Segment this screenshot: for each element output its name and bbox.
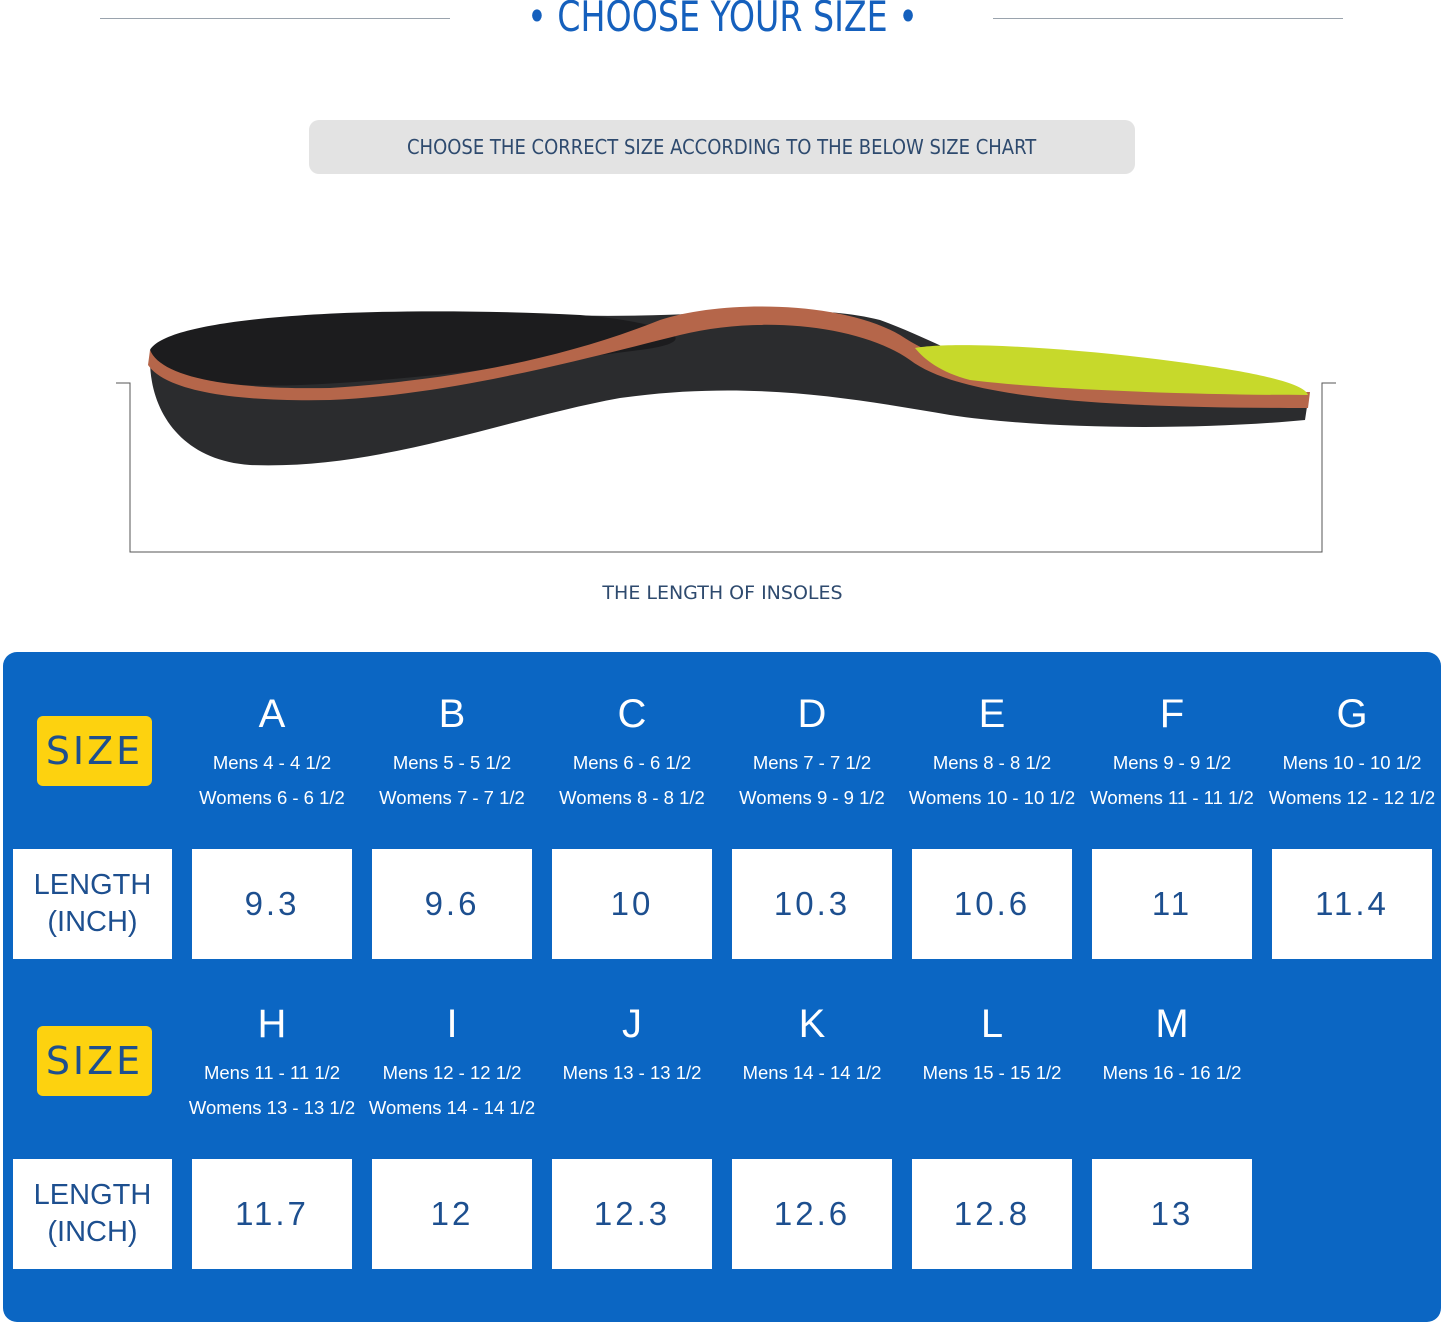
- length-value-cell: 12.8: [912, 1159, 1072, 1269]
- length-value-cell: 12: [372, 1159, 532, 1269]
- length-value-cell: 10.3: [732, 849, 892, 959]
- mens-size-range: Mens 7 - 7 1/2: [752, 752, 872, 773]
- mens-size-range: Mens 10 - 10 1/2: [1282, 752, 1422, 773]
- title-divider-left: [100, 18, 450, 19]
- subtitle-banner: CHOOSE THE CORRECT SIZE ACCORDING TO THE…: [309, 120, 1135, 174]
- length-value-cell: 11.4: [1272, 849, 1432, 959]
- womens-size-range: Womens 8 - 8 1/2: [559, 787, 705, 808]
- size-letter: D: [797, 692, 827, 736]
- length-value-cell: 10: [552, 849, 712, 959]
- length-inch-label: LENGTH (INCH): [13, 1159, 172, 1269]
- length-label-line: (INCH): [47, 906, 138, 938]
- size-letter: F: [1159, 692, 1185, 736]
- length-value-cell: 11.7: [192, 1159, 352, 1269]
- length-label-line: LENGTH: [33, 869, 152, 901]
- length-value-cell: 10.6: [912, 849, 1072, 959]
- title-divider-right: [993, 18, 1343, 19]
- size-letter: M: [1155, 1002, 1189, 1046]
- length-value-cell: 9.3: [192, 849, 352, 959]
- womens-size-range: Womens 7 - 7 1/2: [379, 787, 525, 808]
- length-inch-label: LENGTH (INCH): [13, 849, 172, 959]
- insole-yellow-forefoot: [915, 345, 1308, 395]
- womens-size-range: Womens 6 - 6 1/2: [199, 787, 345, 808]
- size-letter: A: [258, 692, 286, 736]
- mens-size-range: Mens 15 - 15 1/2: [922, 1062, 1062, 1083]
- mens-size-range: Mens 4 - 4 1/2: [212, 752, 332, 773]
- size-letter: G: [1336, 692, 1368, 736]
- insole-top-cloth: [150, 311, 676, 386]
- size-letter: H: [257, 1002, 287, 1046]
- page-title: • CHOOSE YOUR SIZE •: [527, 0, 918, 41]
- length-bracket: [116, 382, 1336, 553]
- length-value-cell: 9.6: [372, 849, 532, 959]
- size-letter: L: [980, 1002, 1004, 1046]
- mens-size-range: Mens 9 - 9 1/2: [1112, 752, 1232, 773]
- size-letter: J: [622, 1002, 642, 1046]
- size-badge: SIZE: [37, 716, 152, 786]
- size-letter: K: [798, 1002, 826, 1046]
- mens-size-range: Mens 5 - 5 1/2: [392, 752, 512, 773]
- womens-size-range: Womens 14 - 14 1/2: [368, 1097, 536, 1118]
- size-letter: E: [978, 692, 1006, 736]
- size-letter: B: [438, 692, 466, 736]
- mens-size-range: Mens 8 - 8 1/2: [932, 752, 1052, 773]
- womens-size-range: Womens 11 - 11 1/2: [1090, 787, 1254, 808]
- womens-size-range: Womens 12 - 12 1/2: [1268, 787, 1436, 808]
- size-badge: SIZE: [37, 1026, 152, 1096]
- womens-size-range: Womens 9 - 9 1/2: [739, 787, 885, 808]
- length-value-cell: 13: [1092, 1159, 1252, 1269]
- length-label-line: (INCH): [47, 1216, 138, 1248]
- size-letter: C: [617, 692, 647, 736]
- mens-size-range: Mens 6 - 6 1/2: [572, 752, 692, 773]
- womens-size-range: Womens 10 - 10 1/2: [908, 787, 1076, 808]
- mens-size-range: Mens 16 - 16 1/2: [1102, 1062, 1242, 1083]
- length-value-cell: 11: [1092, 849, 1252, 959]
- size-letter: I: [446, 1002, 458, 1046]
- length-value-cell: 12.6: [732, 1159, 892, 1269]
- womens-size-range: Womens 13 - 13 1/2: [188, 1097, 356, 1118]
- length-label-line: LENGTH: [33, 1179, 152, 1211]
- mens-size-range: Mens 14 - 14 1/2: [742, 1062, 882, 1083]
- mens-size-range: Mens 13 - 13 1/2: [562, 1062, 702, 1083]
- subtitle-text: CHOOSE THE CORRECT SIZE ACCORDING TO THE…: [407, 135, 1037, 159]
- insole-length-caption: THE LENGTH OF INSOLES: [602, 582, 843, 604]
- length-value-cell: 12.3: [552, 1159, 712, 1269]
- mens-size-range: Mens 11 - 11 1/2: [203, 1062, 341, 1083]
- mens-size-range: Mens 12 - 12 1/2: [382, 1062, 522, 1083]
- insole-image: [116, 306, 1336, 553]
